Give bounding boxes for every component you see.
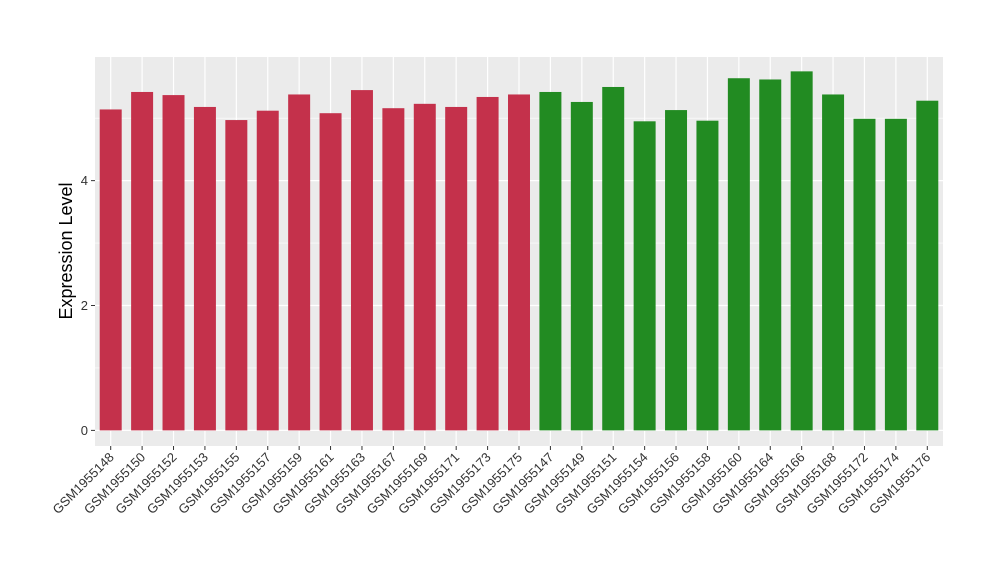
bar-GSM1955161: [319, 113, 342, 431]
bar-GSM1955171: [445, 106, 468, 431]
bar-GSM1955169: [413, 103, 436, 431]
bar-GSM1955158: [696, 120, 719, 431]
bar-GSM1955172: [853, 118, 876, 431]
y-tick-label: 0: [81, 423, 88, 438]
bar-GSM1955168: [822, 94, 845, 431]
y-tick-label: 2: [81, 298, 88, 313]
bar-GSM1955160: [727, 78, 750, 431]
bar-GSM1955159: [288, 94, 311, 431]
bar-GSM1955155: [225, 120, 248, 431]
bar-GSM1955148: [99, 109, 122, 431]
y-axis: 0 2 4: [81, 173, 95, 438]
bar-GSM1955173: [476, 96, 499, 431]
bar-GSM1955167: [382, 108, 405, 431]
bar-GSM1955156: [665, 110, 688, 431]
bar-GSM1955151: [602, 86, 625, 431]
bar-GSM1955175: [508, 94, 530, 431]
bar-GSM1955153: [193, 106, 216, 431]
bar-GSM1955147: [539, 91, 562, 431]
bar-GSM1955152: [162, 95, 185, 431]
x-axis: GSM1955148GSM1955150GSM1955152GSM1955153…: [49, 446, 933, 517]
bar-GSM1955166: [790, 71, 813, 431]
bar-GSM1955154: [633, 121, 656, 431]
y-tick-label: 4: [81, 173, 88, 188]
bar-GSM1955157: [256, 110, 279, 431]
bars-group: [99, 71, 939, 431]
bar-GSM1955149: [570, 101, 593, 431]
bar-GSM1955150: [131, 91, 154, 431]
bar-GSM1955163: [350, 90, 373, 431]
bar-GSM1955176: [916, 100, 939, 431]
y-axis-title: Expression Level: [56, 182, 76, 319]
bar-GSM1955174: [884, 118, 907, 431]
bar-GSM1955164: [759, 79, 782, 431]
